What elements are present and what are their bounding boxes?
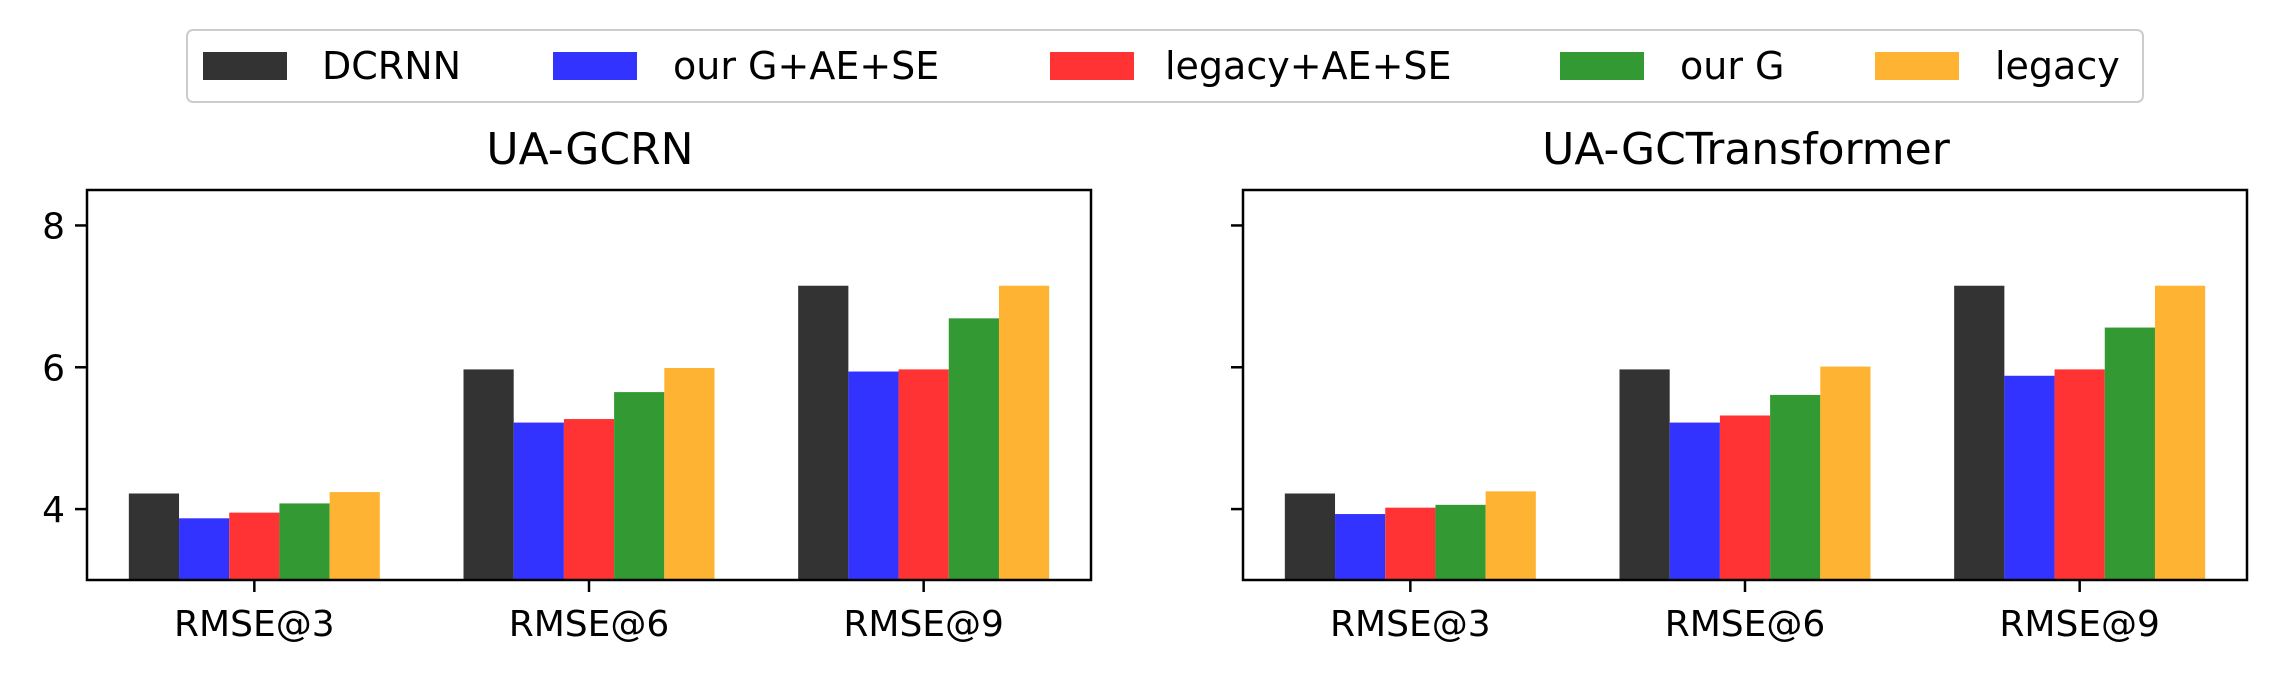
bar xyxy=(1284,493,1336,580)
bar xyxy=(279,503,330,580)
bar xyxy=(1820,366,1871,580)
bar xyxy=(1619,369,1670,580)
panel-ua-gctransformer: UA-GCTransformer RMSE@3 RMSE@6 RMSE@9 xyxy=(1231,124,2249,645)
bar xyxy=(1485,491,1536,580)
bar xyxy=(128,493,180,580)
bar xyxy=(614,392,665,580)
legend-label: legacy+AE+SE xyxy=(1165,44,1452,88)
x-tick-label: RMSE@6 xyxy=(509,604,670,645)
y-tick-label: 8 xyxy=(42,206,65,247)
bar xyxy=(998,285,1050,580)
legend-frame xyxy=(186,29,2144,103)
bar xyxy=(1385,507,1436,580)
bar xyxy=(1770,394,1821,580)
bar xyxy=(513,422,564,580)
panel-title: UA-GCTransformer xyxy=(1542,124,1951,175)
legend-label: our G+AE+SE xyxy=(673,44,939,88)
legend-label: DCRNN xyxy=(322,44,461,88)
y-tick-label: 6 xyxy=(42,348,65,389)
bar xyxy=(1669,422,1720,580)
bar xyxy=(2004,375,2055,580)
bar xyxy=(463,369,514,580)
y-tick-label: 4 xyxy=(42,490,65,531)
x-tick-label: RMSE@9 xyxy=(1999,604,2160,645)
x-tick-label: RMSE@9 xyxy=(843,604,1004,645)
bar xyxy=(179,518,230,580)
legend-swatch xyxy=(1050,52,1134,80)
legend-label: legacy xyxy=(1995,44,2120,88)
bar xyxy=(1954,285,2005,580)
x-tick-label: RMSE@3 xyxy=(174,604,335,645)
bar xyxy=(229,512,280,580)
bar xyxy=(2054,369,2105,580)
panel-title: UA-GCRN xyxy=(486,124,693,175)
legend-swatch xyxy=(203,52,287,80)
legend-swatch xyxy=(1875,52,1959,80)
bar xyxy=(1435,504,1486,580)
bar xyxy=(664,367,715,580)
legend: DCRNN our G+AE+SE legacy+AE+SE our G legacy xyxy=(186,29,2144,103)
x-tick-label: RMSE@3 xyxy=(1330,604,1491,645)
legend-label: our G xyxy=(1680,44,1784,88)
bar xyxy=(563,419,615,580)
bar xyxy=(1335,514,1386,580)
bar xyxy=(2154,285,2206,580)
legend-swatch xyxy=(553,52,637,80)
bar xyxy=(948,318,999,580)
bar xyxy=(898,369,949,580)
bar xyxy=(2104,327,2155,580)
bar xyxy=(329,492,380,580)
bar xyxy=(848,371,899,580)
bar xyxy=(1719,415,1771,580)
bar xyxy=(798,285,849,580)
legend-swatch xyxy=(1560,52,1644,80)
panel-ua-gcrn: UA-GCRN 4 6 8 RMSE@3 RMSE@6 RMSE@9 xyxy=(42,124,1093,645)
x-tick-label: RMSE@6 xyxy=(1665,604,1826,645)
